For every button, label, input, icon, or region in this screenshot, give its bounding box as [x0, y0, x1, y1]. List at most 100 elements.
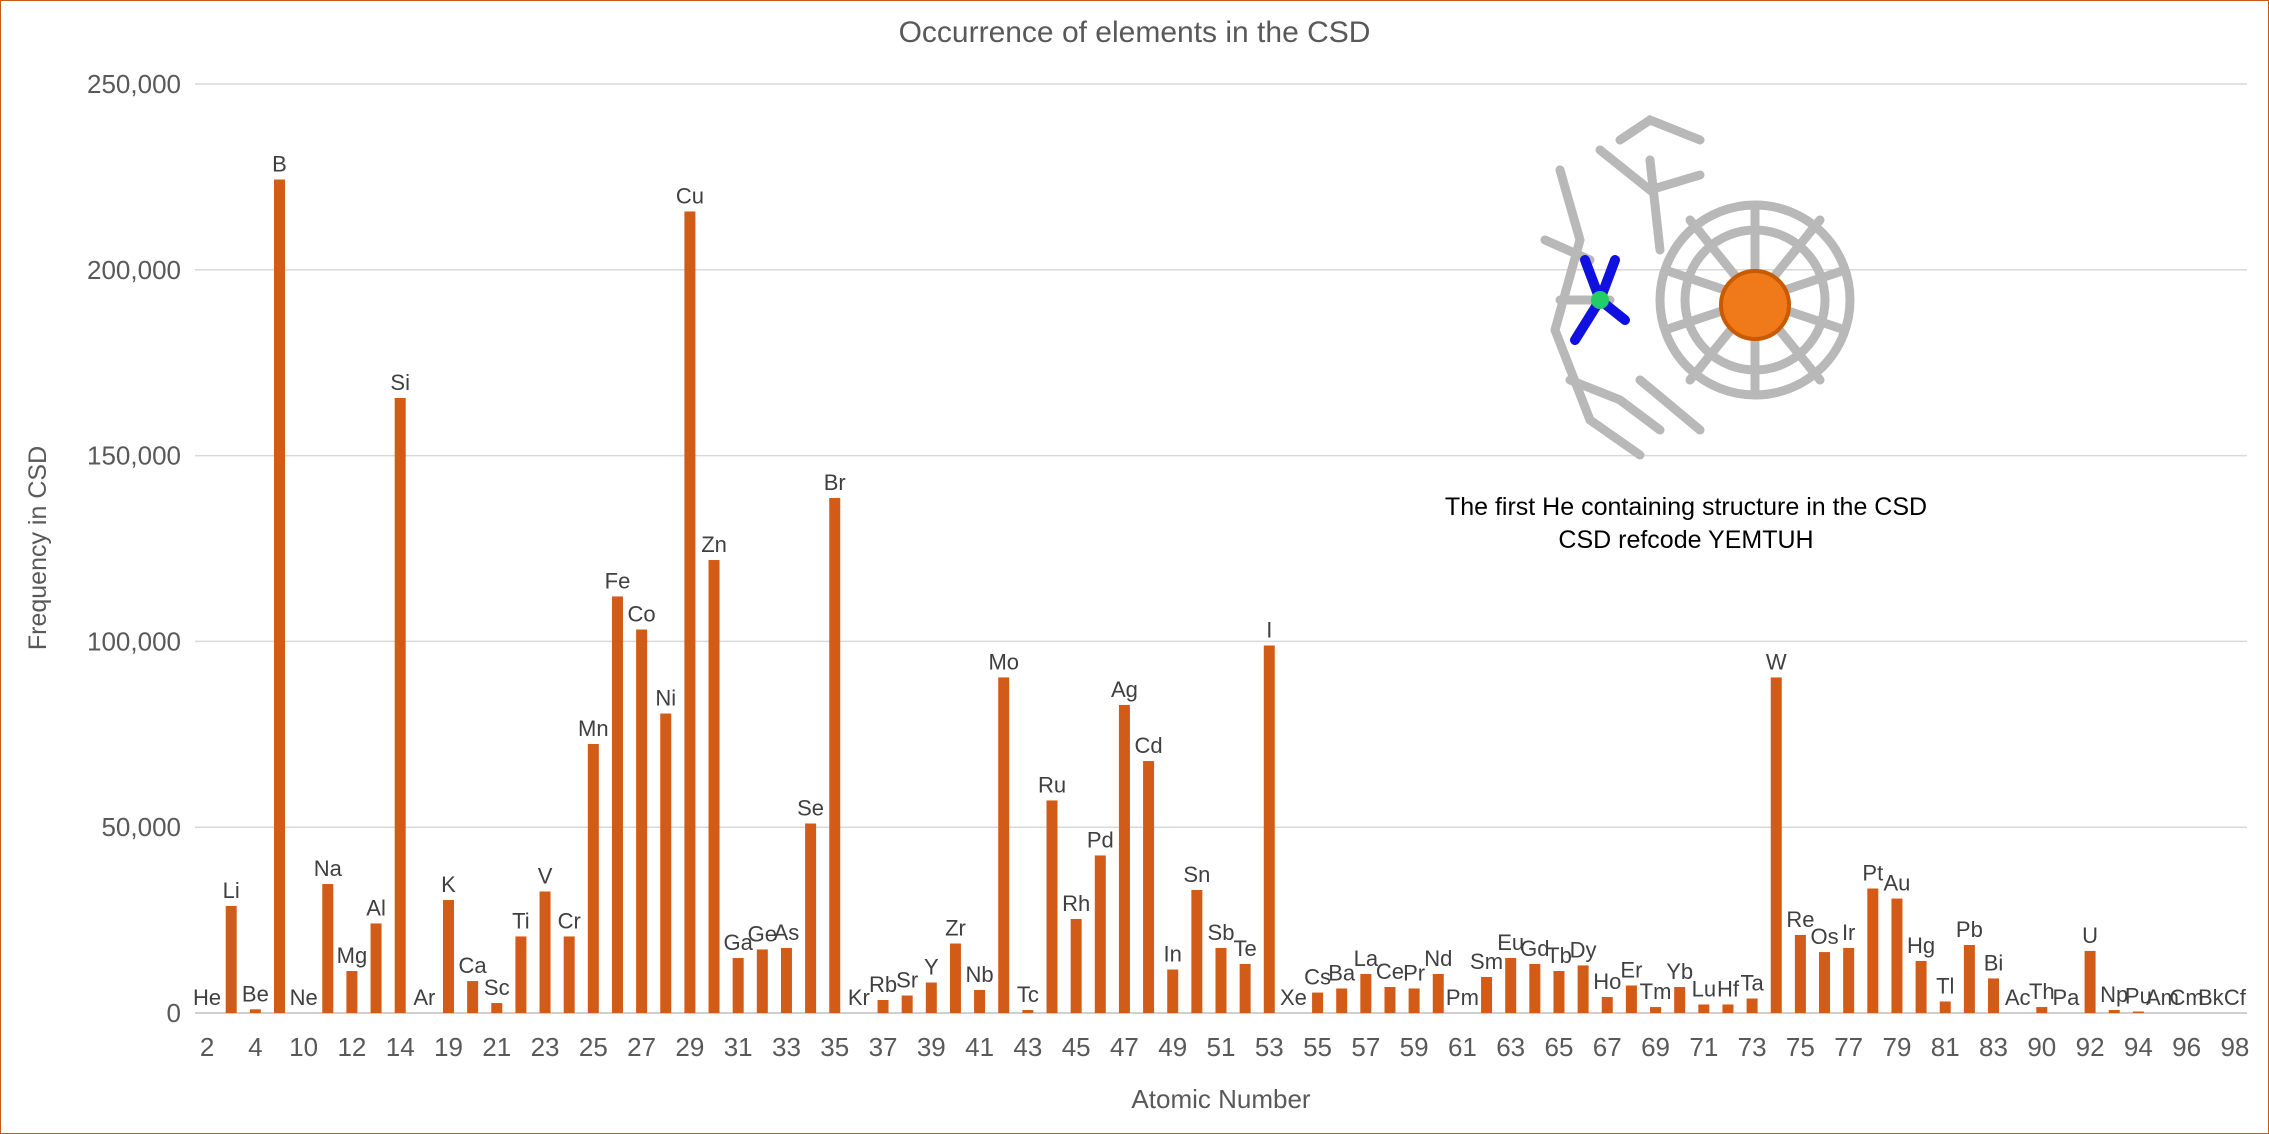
data-label: La	[1354, 946, 1379, 971]
bar-Sc	[491, 1002, 503, 1013]
x-tick-label: 31	[724, 1032, 753, 1062]
bar-Na	[322, 884, 334, 1013]
x-tick-label: 98	[2220, 1032, 2249, 1062]
data-label: Nd	[1424, 946, 1452, 971]
x-tick-label: 81	[1931, 1032, 1960, 1062]
bar-Cs	[1312, 992, 1324, 1013]
x-tick-label: 65	[1545, 1032, 1574, 1062]
data-label: K	[441, 872, 456, 897]
data-label: Te	[1234, 936, 1257, 961]
data-label: Al	[366, 895, 386, 920]
data-label: Bi	[1984, 950, 2004, 975]
data-label: Tc	[1017, 982, 1039, 1007]
data-label: Mo	[988, 649, 1019, 674]
bar-Ti	[515, 936, 527, 1013]
x-tick-label: 43	[1013, 1032, 1042, 1062]
bar-As	[780, 947, 792, 1013]
bar-Ce	[1384, 986, 1396, 1013]
bar-Li	[225, 905, 237, 1013]
bar-Zn	[708, 560, 720, 1013]
bar-Hg	[1915, 960, 1927, 1013]
data-label: Pr	[1403, 960, 1425, 985]
y-tick-labels: 0 50,000 100,000 150,000 200,000 250,000	[87, 69, 181, 1028]
data-label: Yb	[1666, 959, 1693, 984]
bar-Bi	[1988, 978, 2000, 1013]
x-tick-label: 49	[1158, 1032, 1187, 1062]
data-label: Cs	[1304, 965, 1331, 990]
bar-Be	[249, 1009, 261, 1013]
bar-In	[1167, 969, 1179, 1013]
data-label: Ba	[1328, 960, 1356, 985]
bar-Si	[394, 398, 406, 1013]
x-tick-label: 77	[1834, 1032, 1863, 1062]
bar-Dy	[1577, 965, 1589, 1013]
bar-B	[273, 179, 285, 1013]
x-tick-label: 96	[2172, 1032, 2201, 1062]
bar-Pr	[1408, 988, 1420, 1013]
x-tick-label: 51	[1207, 1032, 1236, 1062]
x-tick-label: 21	[482, 1032, 511, 1062]
data-label: B	[272, 152, 287, 177]
data-label: Pb	[1956, 917, 1983, 942]
x-tick-label: 94	[2124, 1032, 2153, 1062]
data-label: Ru	[1038, 772, 1066, 797]
data-label: Ag	[1111, 677, 1138, 702]
data-label: Se	[797, 795, 824, 820]
bar-Er	[1625, 985, 1637, 1013]
bar-Rh	[1070, 918, 1082, 1013]
bar-Mg	[346, 971, 358, 1013]
data-label: Pd	[1087, 827, 1114, 852]
x-tick-label: 33	[772, 1032, 801, 1062]
data-label: He	[193, 985, 221, 1010]
data-label: Ar	[413, 985, 435, 1010]
bar-Tc	[1022, 1010, 1034, 1013]
x-tick-label: 71	[1689, 1032, 1718, 1062]
bar-Fe	[611, 596, 623, 1013]
bar-Tl	[1939, 1001, 1951, 1013]
data-label: Eu	[1497, 930, 1524, 955]
data-label: Ga	[723, 930, 753, 955]
x-tick-label: 35	[820, 1032, 849, 1062]
data-label: Y	[924, 955, 939, 980]
inset-caption-line1: The first He containing structure in the…	[1444, 493, 1928, 521]
data-label: Tm	[1640, 979, 1672, 1004]
data-label: Rb	[869, 972, 897, 997]
data-label: Ce	[1376, 959, 1404, 984]
x-axis-label: Atomic Number	[1131, 1084, 1310, 1114]
bar-Pd	[1094, 855, 1106, 1013]
x-tick-label: 90	[2027, 1032, 2056, 1062]
data-label: Ca	[459, 953, 488, 978]
bar-Pb	[1963, 944, 1975, 1013]
bar-Sr	[901, 995, 913, 1013]
data-label: Ne	[290, 985, 318, 1010]
chart-title: Occurrence of elements in the CSD	[898, 16, 1371, 49]
bar-Tm	[1650, 1007, 1662, 1013]
data-label: Zr	[945, 916, 966, 941]
molecule-image	[1540, 114, 1855, 460]
bar-Lu	[1698, 1004, 1710, 1013]
bar-Ta	[1746, 998, 1758, 1013]
data-label: Br	[824, 470, 846, 495]
bar-Pu	[2132, 1011, 2144, 1013]
data-label: Co	[628, 602, 656, 627]
data-label: Re	[1786, 907, 1814, 932]
x-tick-label: 73	[1738, 1032, 1767, 1062]
bar-W	[1770, 677, 1782, 1013]
x-tick-label: 39	[917, 1032, 946, 1062]
data-label: Bk	[2198, 985, 2225, 1010]
bar-Rb	[877, 999, 889, 1013]
x-tick-label: 10	[289, 1032, 318, 1062]
x-tick-label: 67	[1593, 1032, 1622, 1062]
x-tick-label: 4	[248, 1032, 262, 1062]
data-label: Pm	[1446, 985, 1479, 1010]
bar-I	[1263, 645, 1275, 1013]
bar-Sn	[1191, 890, 1203, 1013]
y-tick-label: 150,000	[87, 441, 181, 471]
x-tick-label: 75	[1786, 1032, 1815, 1062]
bar-Y	[925, 982, 937, 1013]
x-tick-label: 79	[1882, 1032, 1911, 1062]
data-label: Xe	[1280, 985, 1307, 1010]
data-label: V	[538, 863, 553, 888]
